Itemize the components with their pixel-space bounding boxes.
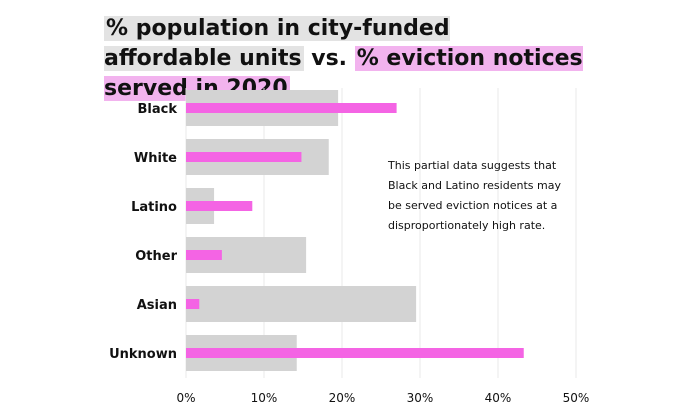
category-label-white: White: [134, 151, 177, 166]
category-label-other: Other: [135, 249, 177, 264]
x-tick-label-1: 10%: [251, 391, 278, 405]
x-tick-label-0: 0%: [176, 391, 195, 405]
eviction-bar-other: [186, 250, 222, 260]
chart-annotation: This partial data suggests that Black an…: [388, 159, 561, 232]
eviction-bar-white: [186, 152, 302, 162]
population-bar-asian: [186, 286, 417, 322]
x-tick-label-2: 20%: [329, 391, 356, 405]
title-connector: vs.: [303, 46, 355, 71]
category-label-unknown: Unknown: [109, 347, 177, 362]
category-label-latino: Latino: [131, 200, 177, 215]
eviction-bar-unknown: [186, 348, 524, 358]
eviction-bar-asian: [186, 299, 200, 309]
chart-title: % population in city-funded affordable u…: [104, 14, 584, 104]
category-label-black: Black: [138, 102, 178, 117]
eviction-bar-latino: [186, 201, 253, 211]
eviction-bar-black: [186, 103, 397, 113]
category-label-asian: Asian: [137, 298, 177, 313]
x-tick-label-5: 50%: [563, 391, 590, 405]
x-tick-label-4: 40%: [485, 391, 512, 405]
x-tick-label-3: 30%: [407, 391, 434, 405]
